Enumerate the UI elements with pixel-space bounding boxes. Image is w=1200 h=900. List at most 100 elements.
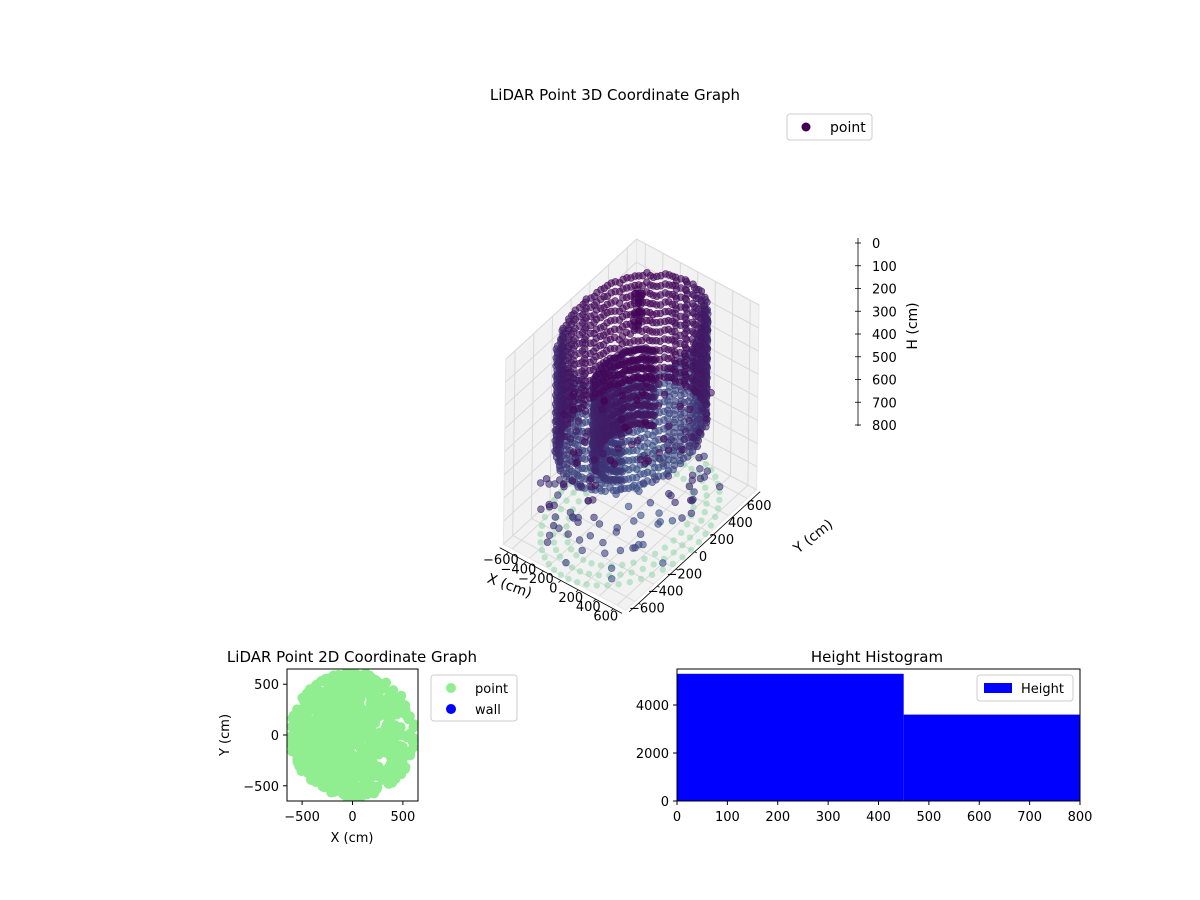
point-3d (664, 446, 673, 454)
floor-point (703, 500, 710, 507)
floor-point (678, 529, 685, 536)
point-3d (636, 530, 645, 538)
point-3d (586, 532, 594, 540)
grid-back-h (636, 238, 760, 306)
point-3d (610, 325, 619, 333)
point-3d (599, 449, 607, 458)
point-3d (642, 316, 651, 325)
chart-2d-ylabel: Y (cm) (218, 714, 233, 757)
point-3d (580, 438, 589, 446)
floor-point (695, 538, 703, 546)
floor-point (538, 522, 546, 529)
point-3d (672, 442, 680, 450)
x-tick-label-hist: 400 (866, 810, 891, 825)
floor-point (583, 490, 590, 497)
point-3d (643, 400, 651, 408)
floor-point (659, 566, 666, 573)
floor-point (680, 475, 687, 482)
point-3d (590, 456, 599, 464)
floor-point (551, 566, 558, 573)
point-2d (355, 743, 366, 754)
point-3d (668, 517, 677, 525)
z-tick-label-3d: 100 (872, 260, 897, 275)
point-3d (648, 421, 656, 429)
y-tick-3d (657, 585, 660, 588)
floor-point (565, 575, 572, 583)
point-3d (660, 390, 669, 399)
chart-3d-ylabel: Y (cm) (790, 517, 836, 558)
legend-height-swatch (984, 683, 1012, 693)
point-3d (633, 410, 641, 418)
point-2d (385, 769, 396, 780)
floor-point (551, 496, 558, 504)
floor-point (702, 530, 709, 538)
legend-point-label-2d: point (475, 682, 508, 697)
point-3d (586, 475, 595, 483)
point-3d (715, 483, 724, 491)
point-2d (327, 687, 338, 698)
point-2d (324, 780, 335, 790)
legend-wall-marker (446, 704, 456, 714)
point-3d (641, 418, 650, 426)
point-3d (641, 459, 650, 467)
point-3d (611, 287, 619, 296)
point-3d (661, 270, 670, 278)
point-3d (638, 389, 647, 397)
point-2d (365, 784, 376, 795)
point-3d (630, 318, 639, 326)
point-3d (575, 536, 584, 544)
y-tick-3d (675, 568, 679, 571)
point-3d (661, 298, 669, 306)
point-3d (670, 461, 679, 470)
y-tick-label-3d: −400 (648, 585, 684, 600)
point-3d (643, 278, 651, 286)
point-3d (664, 472, 673, 480)
point-3d (599, 538, 607, 547)
point-3d (537, 505, 545, 513)
point-2d (390, 742, 400, 753)
point-3d (632, 382, 640, 391)
floor-point (637, 575, 645, 583)
point-2d (344, 758, 355, 769)
point-3d (676, 402, 684, 411)
point-2d (351, 724, 362, 735)
point-3d (696, 474, 705, 483)
floor-point (670, 549, 677, 556)
floor-point (698, 517, 705, 524)
floor-point (628, 569, 635, 576)
point-3d (665, 422, 673, 430)
floor-point (541, 554, 548, 561)
point-3d (685, 482, 694, 491)
floor-point (541, 513, 549, 521)
z-tick-label-3d: 300 (872, 305, 897, 320)
point-3d (687, 433, 696, 441)
point-3d (686, 496, 695, 504)
point-3d (622, 293, 631, 302)
x-tick-label-3d: 600 (593, 610, 618, 625)
point-2d (312, 726, 322, 737)
y-tick-label-3d: −600 (629, 602, 665, 617)
point-3d (566, 435, 575, 443)
point-3d (621, 375, 630, 383)
x-tick-3d (523, 561, 527, 565)
point-3d (660, 353, 669, 361)
point-2d (292, 704, 303, 715)
point-3d (616, 546, 625, 555)
point-3d (577, 482, 585, 490)
point-3d (686, 405, 694, 413)
point-3d (623, 284, 631, 292)
point-2d (297, 752, 308, 763)
floor-point (575, 498, 582, 505)
point-3d (630, 337, 638, 345)
point-3d (681, 427, 690, 436)
point-3d (642, 379, 651, 387)
x-tick-label-3d: 0 (549, 581, 557, 596)
point-3d (622, 365, 630, 374)
point-3d (624, 412, 633, 420)
point-2d (314, 754, 325, 765)
y-tick-label-3d: 400 (728, 516, 753, 531)
floor-point (648, 571, 656, 578)
floor-point (574, 579, 581, 586)
point-2d (345, 734, 356, 745)
point-3d (610, 380, 618, 388)
